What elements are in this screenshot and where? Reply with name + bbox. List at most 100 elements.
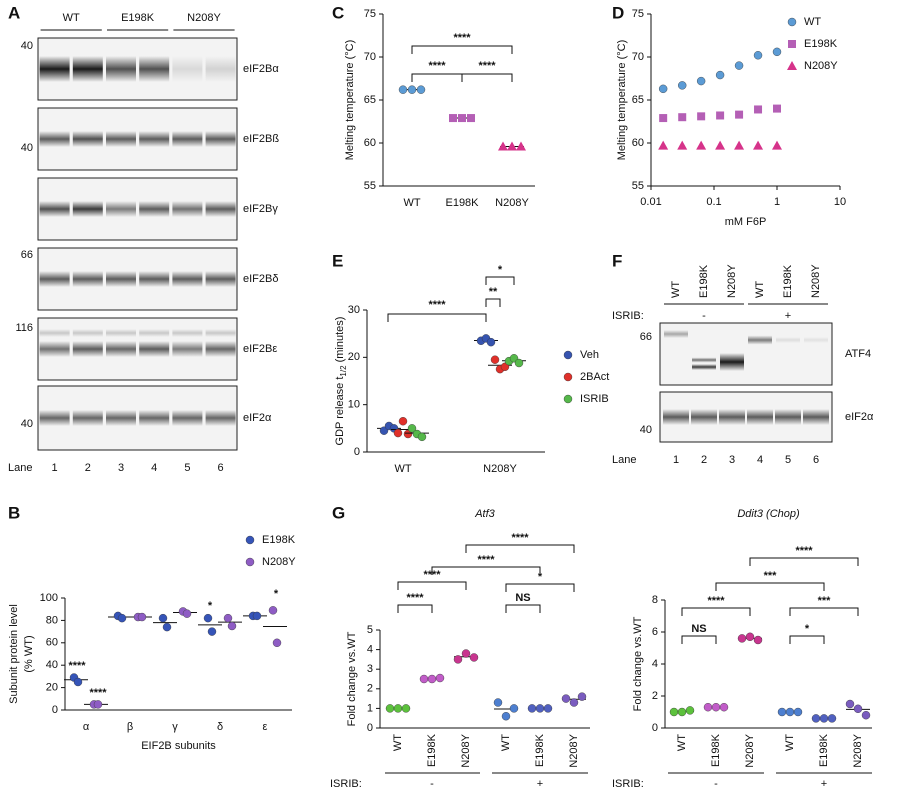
significance-bracket: [715, 582, 825, 591]
significance-label: ****: [428, 60, 446, 72]
data-point: [845, 699, 855, 709]
x-tick-label: E198K: [534, 733, 546, 767]
y-tick-label: 75: [632, 8, 644, 20]
significance-bracket: [397, 604, 433, 613]
blot-band: [172, 329, 203, 337]
data-point: [401, 704, 411, 713]
data-point: [697, 112, 706, 121]
y-tick-label: 80: [46, 614, 58, 626]
protein-label: eIF2α: [243, 412, 272, 424]
blot-band: [139, 410, 170, 426]
legend-label: WT: [804, 16, 821, 28]
y-tick-label: 10: [348, 399, 360, 411]
data-point: [753, 140, 764, 150]
data-point: [398, 85, 408, 94]
blot-band: [39, 341, 70, 357]
blot-panel: [37, 37, 238, 101]
mw-marker: 40: [640, 424, 652, 436]
blot-band: [106, 329, 136, 337]
lane-number: 4: [757, 454, 763, 466]
data-point: [493, 698, 503, 707]
data-point: [393, 704, 403, 713]
mw-marker: 40: [21, 142, 33, 154]
data-point: [793, 707, 803, 717]
x-tick-label: δ: [217, 721, 223, 733]
blot-band: [172, 410, 203, 426]
data-point: [753, 635, 763, 645]
y-tick-label: 2: [367, 683, 373, 695]
data-point: [696, 76, 706, 86]
data-point: [711, 703, 721, 712]
significance-bracket: [681, 635, 717, 644]
protein-label: eIF2Bγ: [243, 203, 278, 215]
blot-band: [719, 409, 745, 425]
blot-band: [139, 201, 170, 217]
protein-label: eIF2α: [845, 411, 874, 423]
panel-label: A: [8, 3, 20, 22]
legend-marker: [563, 350, 573, 360]
blot-band: [664, 330, 688, 338]
legend-label: 2BAct: [580, 371, 609, 383]
x-tick-label: β: [127, 721, 133, 733]
significance-bracket: [461, 73, 513, 82]
data-point: [407, 424, 417, 433]
significance-label: NS: [691, 623, 706, 635]
data-point: [719, 703, 729, 712]
data-point: [486, 337, 496, 347]
lane-header: E198K: [698, 264, 710, 298]
x-tick-label: α: [83, 721, 90, 733]
blot-band: [748, 335, 772, 345]
y-tick-label: 55: [632, 180, 644, 192]
data-point: [223, 613, 233, 623]
data-point: [117, 613, 127, 623]
isrib-label: ISRIB:: [612, 778, 644, 790]
data-point: [93, 700, 103, 709]
x-tick-label: WT: [500, 734, 512, 751]
legend-label: ISRIB: [580, 393, 609, 405]
mw-marker: 40: [21, 40, 33, 52]
data-point: [569, 698, 579, 707]
data-point: [678, 81, 687, 90]
data-point: [734, 140, 745, 150]
data-point: [419, 674, 429, 684]
data-point: [715, 140, 726, 150]
x-tick-label: 0.1: [706, 196, 721, 208]
lane-header: WT: [754, 281, 766, 298]
blot-band: [139, 341, 170, 357]
blot-band: [172, 131, 203, 147]
lane-group-label: E198K: [121, 12, 155, 24]
significance-label: ****: [406, 592, 424, 604]
significance-label: ****: [511, 532, 529, 544]
y-tick-label: 0: [52, 704, 58, 716]
data-point: [158, 613, 168, 623]
data-point: [696, 140, 707, 150]
blot-band: [106, 271, 136, 287]
x-tick-label: WT: [403, 197, 420, 209]
blot-panel: [37, 317, 238, 381]
data-point: [827, 714, 837, 723]
y-tick-label: 55: [364, 180, 376, 192]
data-point: [207, 627, 217, 636]
isrib-state: +: [821, 778, 827, 790]
significance-label: ****: [795, 545, 813, 557]
isrib-state: +: [537, 778, 543, 790]
significance-label: ****: [478, 60, 496, 72]
data-point: [716, 111, 725, 120]
blot-band: [39, 271, 70, 287]
lane-number: 3: [729, 454, 735, 466]
legend-marker: [787, 17, 797, 27]
data-point: [819, 714, 829, 723]
data-point: [527, 704, 537, 713]
significance-label: *: [498, 264, 503, 276]
x-tick-label: N208Y: [495, 197, 529, 209]
y-tick-label: 75: [364, 8, 376, 20]
y-tick-label: 0: [652, 722, 658, 734]
legend-label: E198K: [804, 38, 838, 50]
blot-band: [39, 56, 70, 82]
blot-band: [72, 201, 103, 217]
data-point: [490, 355, 500, 364]
blot-band: [106, 410, 136, 426]
y-axis-label: Fold change vs.WT: [346, 631, 358, 726]
data-point: [659, 114, 668, 123]
